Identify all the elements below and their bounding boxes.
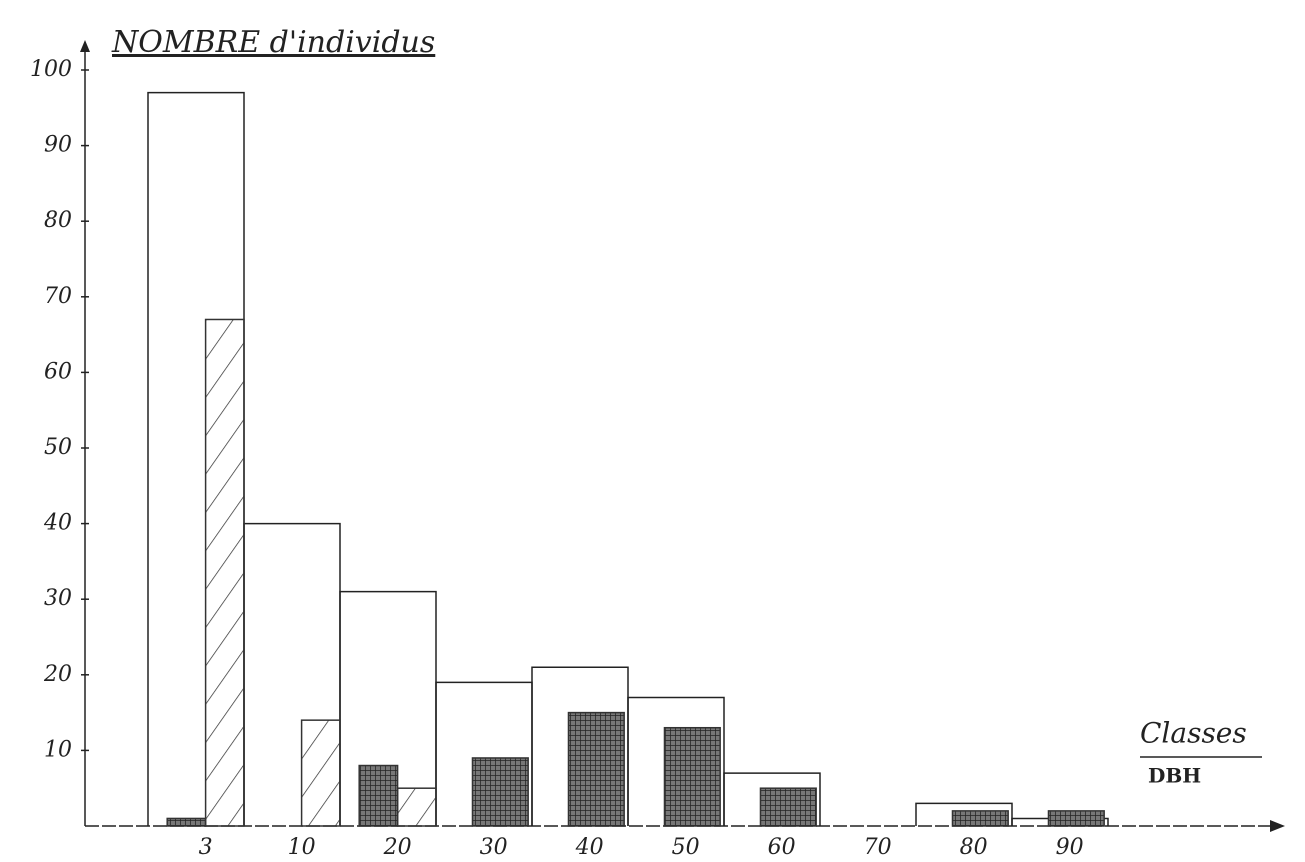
x-tick-label: 80 [960, 835, 988, 860]
x-tick-label: 10 [288, 835, 316, 860]
y-tick-label: 70 [44, 284, 72, 309]
chart-title: NOMBRE d'individus [111, 25, 435, 60]
bar-crosshatch [952, 811, 1008, 826]
y-tick-label: 90 [44, 133, 72, 158]
x-axis-sublabel: DBH [1148, 764, 1201, 788]
chart: NOMBRE d'individus Classes DBH 10 20 30 40 5… [0, 0, 1305, 862]
y-tick-label: 40 [43, 511, 72, 536]
x-tick-label: 20 [383, 835, 412, 860]
y-tick-label: 20 [43, 662, 72, 687]
bar-crosshatch [167, 818, 205, 826]
x-tick-label: 50 [672, 835, 700, 860]
bar-crosshatch [359, 766, 397, 826]
bar-hatch [302, 720, 340, 826]
bar-hatch [206, 319, 244, 826]
bar-crosshatch [472, 758, 528, 826]
x-tick-label: 40 [575, 835, 604, 860]
x-tick-label: 3 [199, 835, 213, 860]
y-tick-label: 10 [44, 737, 72, 762]
bar-crosshatch [664, 728, 720, 826]
bar-hatch [398, 788, 436, 826]
x-axis-label: Classes [1140, 717, 1247, 750]
x-tick-label: 60 [768, 835, 796, 860]
bar-crosshatch [568, 713, 624, 826]
y-tick-label: 80 [44, 208, 72, 233]
x-axis-arrow [1270, 820, 1285, 832]
y-axis-arrow [80, 40, 90, 52]
x-tick-label: 90 [1056, 835, 1084, 860]
x-tick-label: 30 [480, 835, 508, 860]
bar-crosshatch [1048, 811, 1104, 826]
bar-crosshatch [760, 788, 816, 826]
y-tick-label: 50 [44, 435, 72, 460]
y-tick-label: 100 [30, 57, 72, 82]
y-tick-label: 60 [44, 359, 72, 384]
y-tick-label: 30 [44, 586, 72, 611]
x-tick-label: 70 [864, 835, 892, 860]
